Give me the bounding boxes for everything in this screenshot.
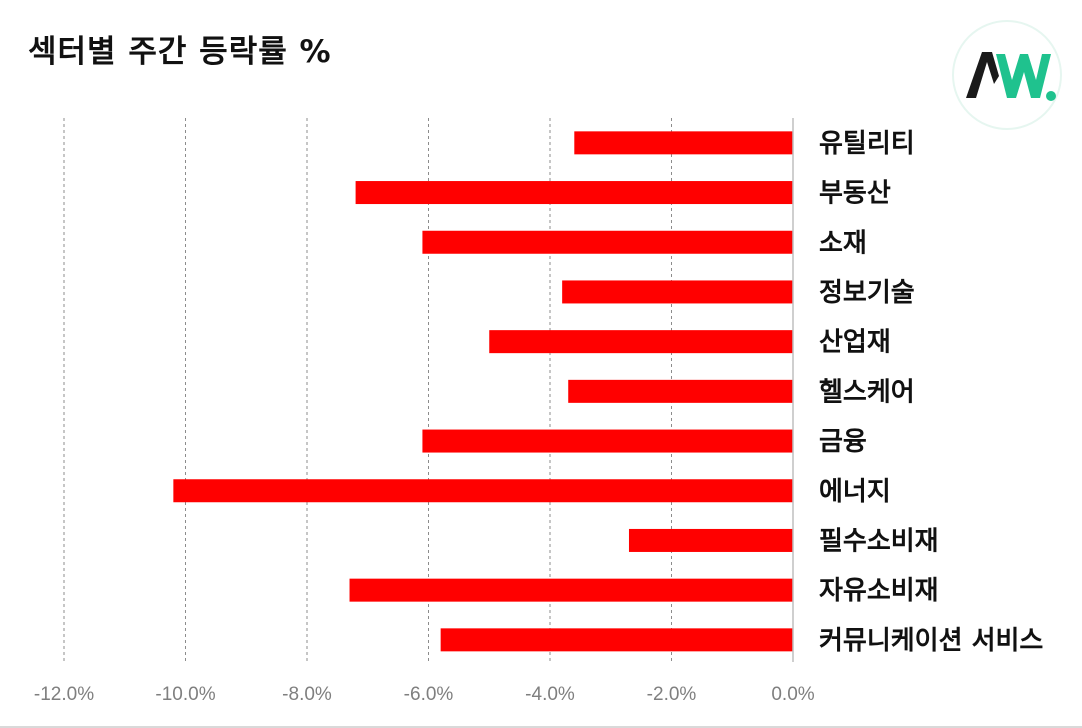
x-tick-label: -6.0% (404, 684, 454, 705)
chart-title: 섹터별 주간 등락률 % (28, 34, 332, 70)
bar (489, 330, 793, 354)
category-label: 헬스케어 (819, 377, 915, 407)
category-label: 금융 (819, 427, 867, 457)
bar (355, 181, 793, 205)
bar (562, 280, 793, 304)
bar (574, 131, 793, 155)
x-tick-label: -2.0% (647, 684, 697, 705)
bar (440, 628, 793, 652)
bar (173, 479, 794, 503)
x-tick-label: -8.0% (282, 684, 332, 705)
category-label: 산업재 (819, 328, 891, 358)
category-label: 커뮤니케이션 서비스 (819, 626, 1043, 656)
category-label: 부동산 (819, 179, 891, 209)
bar (349, 578, 793, 602)
bar (568, 379, 793, 403)
category-label: 자유소비재 (819, 576, 939, 606)
brand-logo (952, 20, 1062, 130)
bottom-divider (0, 726, 1082, 728)
x-tick-label: -10.0% (155, 684, 215, 705)
category-label: 정보기술 (819, 278, 915, 308)
category-label: 에너지 (819, 477, 891, 507)
x-tick-label: 0.0% (771, 684, 814, 705)
category-label: 유틸리티 (819, 129, 915, 159)
category-label: 필수소비재 (819, 526, 939, 556)
x-tick-label: -4.0% (525, 684, 575, 705)
x-tick-label: -12.0% (34, 684, 94, 705)
bar (422, 230, 793, 254)
bar (628, 528, 793, 552)
category-label: 소재 (819, 228, 867, 258)
bar (422, 429, 793, 453)
